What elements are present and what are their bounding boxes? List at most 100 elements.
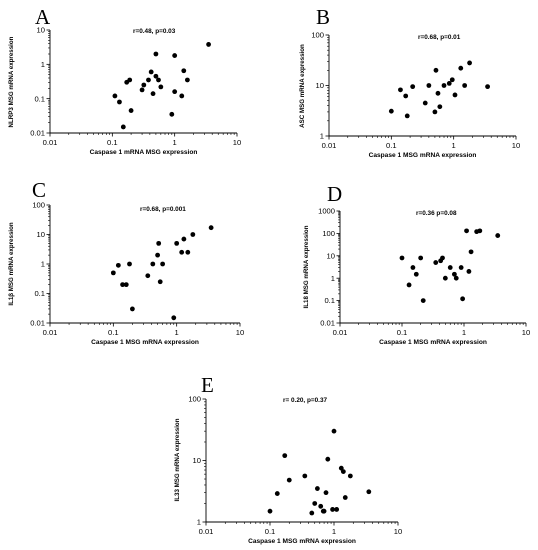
data-point bbox=[172, 89, 178, 95]
data-point bbox=[312, 501, 318, 506]
x-tick-label: 1 bbox=[462, 328, 466, 337]
data-point bbox=[157, 279, 163, 285]
data-point bbox=[120, 282, 125, 288]
panel-letter: D bbox=[327, 182, 342, 206]
data-point bbox=[139, 87, 145, 93]
chart-panel-b: 0.01 0.1 1 10 1 10 100 Br=0.68, p=0.01 Caspase 1… bbox=[299, 5, 520, 159]
data-point bbox=[267, 508, 273, 514]
y-tick-label: 1 bbox=[320, 132, 324, 141]
data-point bbox=[274, 491, 280, 496]
data-point bbox=[464, 228, 469, 234]
data-point bbox=[330, 507, 335, 512]
x-tick-label: 10 bbox=[236, 328, 244, 337]
data-point bbox=[451, 271, 457, 277]
data-point bbox=[460, 296, 466, 302]
panel-letter: C bbox=[32, 178, 46, 202]
x-axis-label: Caspase 1 MSG mRNA expression bbox=[91, 339, 199, 346]
data-point bbox=[129, 306, 135, 312]
y-tick-label: 10 bbox=[193, 456, 201, 465]
data-point bbox=[413, 271, 419, 277]
data-point bbox=[282, 453, 288, 459]
data-point bbox=[156, 240, 162, 246]
data-point bbox=[403, 93, 409, 99]
y-tick-label: 10 bbox=[327, 251, 335, 260]
data-point bbox=[325, 456, 331, 462]
y-tick-label: 100 bbox=[188, 395, 201, 404]
data-point bbox=[404, 113, 410, 119]
data-point bbox=[127, 77, 133, 83]
data-point bbox=[366, 489, 372, 495]
data-point bbox=[420, 298, 426, 303]
data-point bbox=[169, 111, 175, 117]
data-point bbox=[340, 469, 346, 474]
y-tick-label: 0.1 bbox=[34, 289, 45, 298]
data-point bbox=[145, 273, 151, 279]
data-point bbox=[398, 87, 403, 93]
x-tick-label: 0.1 bbox=[107, 138, 118, 147]
data-point bbox=[433, 260, 439, 265]
data-point bbox=[468, 249, 474, 255]
x-tick-label: 0.01 bbox=[322, 141, 337, 150]
data-point bbox=[466, 269, 472, 274]
x-axis-label: Caspase 1 MSG mRNA expression bbox=[369, 152, 477, 159]
y-tick-label: 1 bbox=[41, 260, 45, 269]
data-point bbox=[437, 104, 443, 110]
y-tick-label: 10 bbox=[37, 230, 45, 239]
x-tick-label: 0.01 bbox=[43, 138, 58, 147]
data-point bbox=[150, 91, 156, 97]
data-point bbox=[410, 265, 416, 270]
x-axis-label: Caspase 1 MSG mRNA expression bbox=[379, 339, 487, 346]
x-tick-label: 10 bbox=[233, 138, 241, 147]
x-tick-label: 0.1 bbox=[265, 527, 276, 536]
data-point bbox=[433, 67, 439, 73]
data-point bbox=[181, 68, 187, 74]
data-point bbox=[117, 99, 122, 105]
data-point bbox=[462, 83, 468, 88]
data-point bbox=[418, 255, 424, 261]
data-point bbox=[146, 77, 151, 83]
x-tick-label: 1 bbox=[175, 328, 179, 337]
data-point bbox=[452, 92, 458, 98]
data-point bbox=[120, 124, 126, 130]
x-tick-label: 10 bbox=[394, 527, 402, 536]
data-point bbox=[453, 275, 459, 281]
data-point bbox=[185, 249, 191, 255]
data-point bbox=[115, 262, 121, 268]
y-tick-label: 100 bbox=[32, 201, 45, 210]
data-point bbox=[174, 240, 180, 246]
panel-letter: A bbox=[35, 5, 51, 29]
y-axis-label: IL18 MSG mRNA expression bbox=[303, 225, 310, 308]
x-tick-label: 0.1 bbox=[397, 328, 408, 337]
data-point bbox=[334, 507, 340, 512]
x-axis-label: Caspase 1 MSG mRNA expression bbox=[248, 538, 356, 545]
data-point bbox=[155, 252, 161, 258]
data-point bbox=[477, 228, 483, 234]
data-point bbox=[449, 77, 455, 83]
correlation-annotation: r=0.48, p=0.03 bbox=[133, 28, 176, 35]
x-tick-label: 0.1 bbox=[386, 141, 397, 150]
data-point bbox=[347, 473, 353, 479]
x-axis-label: Caspase 1 mRNA MSG expression bbox=[90, 149, 198, 156]
data-point bbox=[179, 249, 185, 255]
data-point bbox=[184, 77, 190, 83]
y-tick-label: 100 bbox=[311, 31, 324, 40]
data-point bbox=[422, 100, 428, 106]
data-point bbox=[435, 90, 441, 96]
correlation-annotation: r=0.68, p=0.001 bbox=[140, 206, 186, 213]
data-point bbox=[181, 236, 187, 242]
data-point bbox=[342, 495, 348, 500]
x-tick-label: 10 bbox=[522, 328, 530, 337]
data-point bbox=[495, 233, 501, 238]
y-tick-label: 0.1 bbox=[324, 296, 335, 305]
correlation-annotation: r= 0.20, p=0.37 bbox=[283, 397, 328, 404]
data-point bbox=[153, 73, 159, 79]
data-point bbox=[150, 261, 156, 267]
data-point bbox=[208, 225, 214, 231]
y-tick-label: 10 bbox=[37, 26, 45, 35]
data-point bbox=[388, 108, 394, 114]
y-tick-label: 0.01 bbox=[320, 319, 335, 328]
correlation-annotation: r=0.68, p=0.01 bbox=[418, 34, 461, 41]
panel-letter: E bbox=[201, 373, 214, 397]
